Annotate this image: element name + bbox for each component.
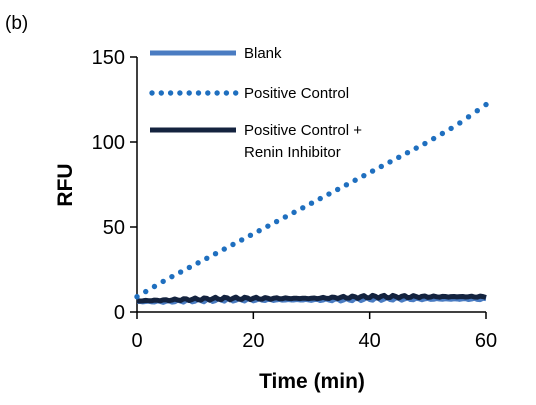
legend-item-renin-inhibitor: Positive Control + Renin Inhibitor bbox=[150, 122, 362, 161]
data-point bbox=[221, 246, 227, 252]
data-point bbox=[186, 264, 193, 271]
data-point bbox=[396, 154, 402, 160]
data-point bbox=[378, 163, 384, 170]
y-axis-title: RFU bbox=[54, 163, 77, 206]
data-point bbox=[422, 140, 428, 147]
legend-swatch-dot bbox=[167, 90, 174, 96]
legend-item-blank: Blank bbox=[150, 45, 282, 62]
legend-swatch-dot bbox=[214, 90, 220, 96]
data-point bbox=[247, 232, 254, 239]
data-point bbox=[265, 223, 271, 229]
data-point bbox=[448, 125, 454, 132]
data-point bbox=[256, 228, 262, 234]
series-renin-inhibitor bbox=[136, 292, 487, 304]
legend-swatch-dot bbox=[149, 90, 155, 96]
legend-swatch-dot bbox=[223, 90, 230, 96]
y-tick-label: 0 bbox=[114, 302, 125, 324]
data-point bbox=[177, 269, 184, 275]
legend-swatch-dot bbox=[233, 90, 239, 96]
data-point bbox=[169, 273, 175, 280]
data-point bbox=[352, 177, 358, 183]
legend: Blank Positive Control Positive Control + R… bbox=[149, 45, 362, 161]
legend-swatch-dot bbox=[158, 90, 164, 96]
data-point bbox=[282, 214, 289, 220]
data-point bbox=[343, 182, 350, 188]
x-tick-label: 20 bbox=[242, 330, 264, 352]
data-point bbox=[317, 195, 323, 202]
y-tick-label: 150 bbox=[92, 47, 125, 69]
data-point bbox=[195, 260, 201, 266]
legend-swatch-dot bbox=[205, 90, 211, 96]
legend-swatch-dot bbox=[195, 90, 202, 96]
legend-label-line: Renin Inhibitor bbox=[244, 144, 341, 161]
y-tick-group: 0 50 100 150 bbox=[92, 47, 137, 324]
series-positive-control bbox=[134, 101, 489, 300]
legend-item-positive-control: Positive Control bbox=[149, 85, 349, 102]
panel-label: (b) bbox=[5, 13, 28, 34]
legend-label-line: Positive Control + bbox=[244, 122, 362, 139]
data-point bbox=[151, 283, 158, 290]
data-point bbox=[404, 150, 411, 156]
data-point bbox=[143, 288, 149, 295]
x-tick-label: 0 bbox=[131, 330, 142, 352]
data-point bbox=[326, 191, 332, 197]
data-point bbox=[474, 108, 480, 114]
legend-label: Blank bbox=[244, 45, 282, 62]
legend-label: Positive Control bbox=[244, 85, 349, 102]
data-point bbox=[413, 145, 419, 151]
data-point bbox=[465, 114, 472, 120]
data-point bbox=[369, 168, 376, 174]
data-point bbox=[308, 200, 315, 206]
data-point bbox=[134, 294, 140, 300]
y-tick-label: 50 bbox=[103, 217, 125, 239]
x-tick-label: 60 bbox=[475, 330, 497, 352]
data-point bbox=[430, 135, 437, 142]
x-axis-title: Time (min) bbox=[259, 370, 365, 393]
x-tick-group: 0 20 40 60 bbox=[131, 312, 497, 352]
data-point bbox=[300, 205, 306, 211]
legend-swatch-dot bbox=[177, 90, 183, 96]
data-point bbox=[291, 209, 297, 216]
data-point bbox=[273, 218, 280, 225]
data-point bbox=[334, 186, 341, 193]
data-point bbox=[361, 172, 367, 179]
data-point bbox=[230, 241, 236, 248]
legend-swatch-dot bbox=[186, 90, 192, 96]
data-point bbox=[439, 130, 446, 137]
data-point bbox=[212, 250, 219, 257]
y-tick-label: 100 bbox=[92, 132, 125, 154]
data-point bbox=[387, 159, 393, 165]
x-tick-label: 40 bbox=[359, 330, 381, 352]
data-point bbox=[483, 101, 489, 108]
data-point bbox=[160, 278, 166, 285]
series-layer bbox=[134, 101, 489, 305]
data-point bbox=[204, 255, 210, 261]
data-point bbox=[239, 237, 245, 243]
data-point bbox=[457, 120, 463, 126]
